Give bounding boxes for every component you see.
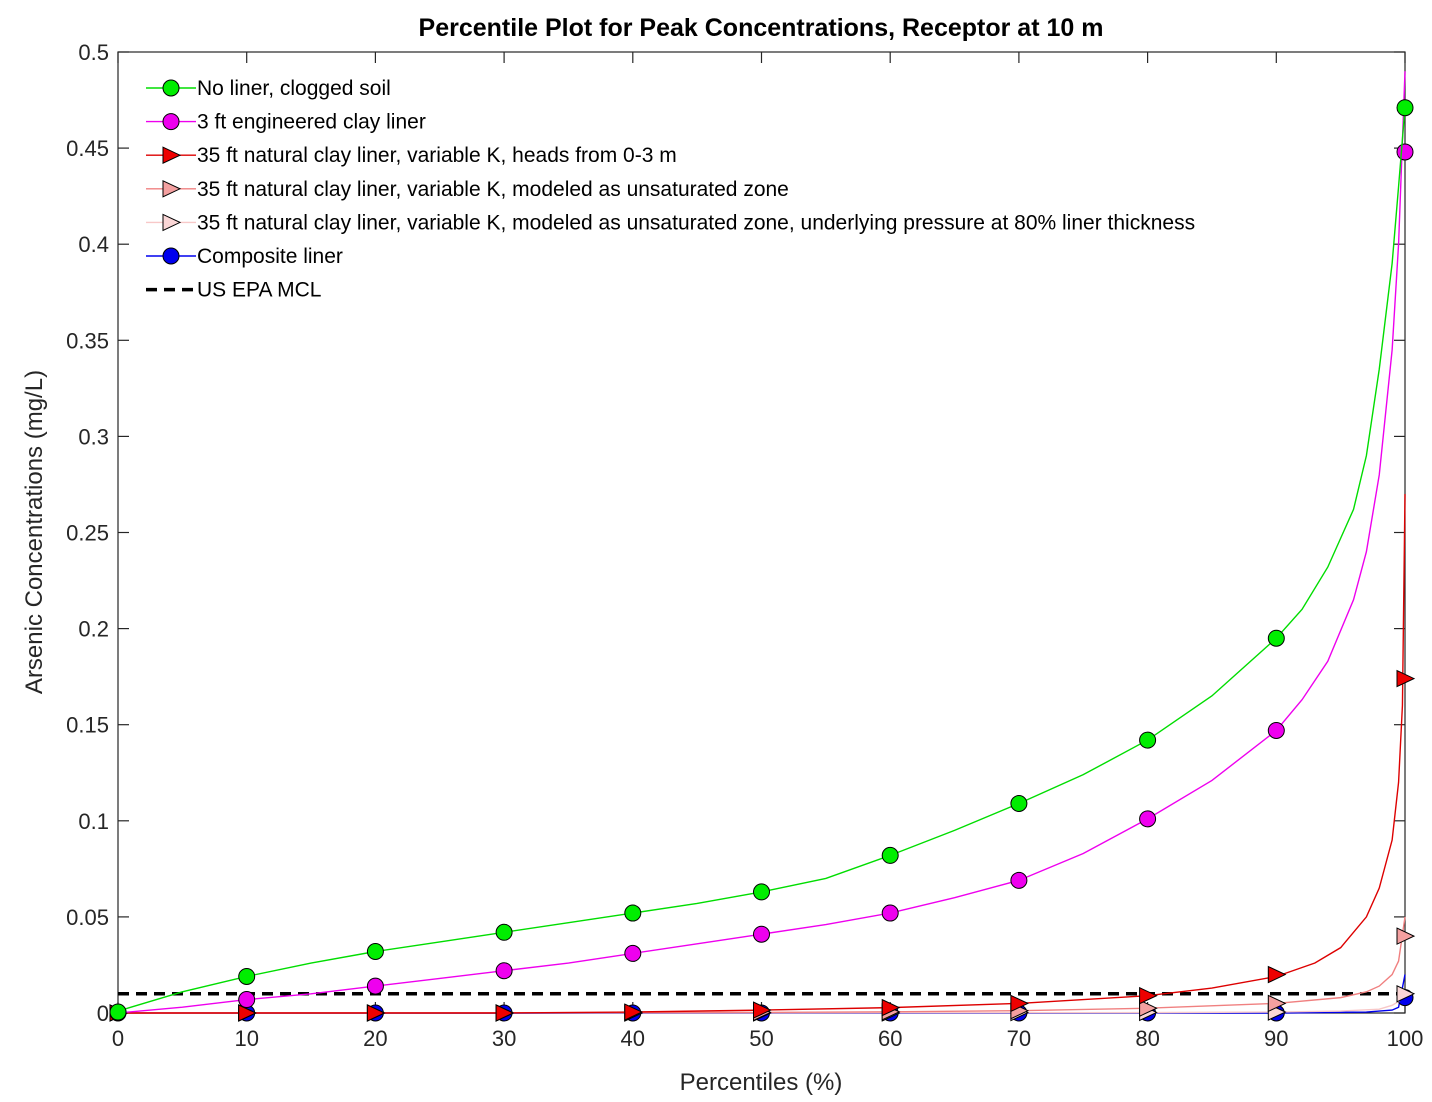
x-axis-label: Percentiles (%) [680, 1069, 843, 1096]
legend-entry: No liner, clogged soil [146, 77, 391, 100]
y-tick-label: 0.35 [66, 328, 109, 353]
data-point [1267, 629, 1285, 647]
data-point [1139, 999, 1158, 1017]
data-point [881, 846, 899, 864]
y-tick-label: 0.25 [66, 521, 109, 546]
data-point [1396, 669, 1416, 688]
y-tick-label: 0.45 [66, 136, 109, 161]
legend-label: 35 ft natural clay liner, variable K, mo… [197, 211, 1195, 234]
data-point [753, 925, 770, 943]
legend-entry: 35 ft natural clay liner, variable K, mo… [146, 211, 1195, 234]
data-point [1010, 871, 1028, 889]
data-point [366, 942, 384, 960]
data-point [495, 923, 513, 941]
data-point [624, 944, 642, 962]
series-layer [109, 71, 1416, 1022]
series-line [117, 989, 1406, 1014]
data-point [881, 904, 899, 922]
legend-swatch-marker [162, 247, 180, 265]
data-point [881, 998, 901, 1017]
y-tick-label: 0.5 [78, 40, 109, 65]
legend-swatch-marker [162, 180, 182, 198]
legend-label: US EPA MCL [197, 279, 321, 302]
series-0 [109, 99, 1414, 1021]
data-point [109, 1003, 127, 1021]
legend-entry: Composite liner [146, 245, 343, 268]
legend-entry: 35 ft natural clay liner, variable K, he… [146, 144, 677, 167]
chart-title: Percentile Plot for Peak Concentrations,… [419, 14, 1104, 42]
data-point [1139, 810, 1157, 828]
x-tick-label: 90 [1264, 1026, 1288, 1051]
legend-entry: 35 ft natural clay liner, variable K, mo… [146, 178, 789, 201]
data-point [1267, 994, 1287, 1013]
legend-swatch-marker [162, 213, 182, 232]
data-point [1010, 795, 1028, 813]
y-tick-label: 0.4 [78, 232, 109, 257]
data-point [1396, 927, 1416, 945]
data-point [238, 967, 256, 985]
data-point [1396, 143, 1414, 161]
legend-label: 35 ft natural clay liner, variable K, mo… [197, 178, 789, 201]
x-tick-label: 100 [1387, 1026, 1424, 1051]
legend-swatch-marker [162, 79, 180, 97]
legend-entry: 3 ft engineered clay liner [146, 111, 426, 134]
data-point [238, 991, 256, 1009]
data-point [1010, 994, 1030, 1013]
data-point [753, 1001, 772, 1019]
data-point [1139, 731, 1157, 749]
series-line [117, 916, 1406, 1014]
data-point [753, 883, 770, 901]
data-point [366, 977, 384, 995]
series-line [117, 71, 1406, 1014]
y-tick-label: 0.2 [78, 617, 109, 642]
data-point [238, 1004, 257, 1022]
x-tick-label: 0 [112, 1026, 124, 1051]
data-point [1396, 99, 1414, 117]
x-tick-label: 50 [749, 1026, 773, 1051]
data-point [495, 962, 513, 980]
legend-label: 3 ft engineered clay liner [197, 111, 426, 134]
legend-label: No liner, clogged soil [197, 77, 391, 100]
data-point [624, 1003, 643, 1021]
y-axis-label: Arsenic Concentrations (mg/L) [21, 370, 48, 694]
y-tick-label: 0.3 [78, 424, 109, 449]
data-point [1396, 984, 1416, 1003]
x-tick-label: 60 [878, 1026, 902, 1051]
legend-label: Composite liner [197, 245, 343, 268]
data-point [1267, 965, 1287, 984]
legend-swatch-marker [162, 146, 182, 164]
data-point [1267, 721, 1285, 739]
series-line [117, 107, 1406, 1012]
x-tick-label: 70 [1007, 1026, 1031, 1051]
legend-entry: US EPA MCL [146, 279, 321, 302]
plot-area [117, 51, 1406, 1014]
y-tick-label: 0.05 [66, 905, 109, 930]
data-point [1139, 986, 1158, 1005]
data-point [495, 1004, 515, 1022]
data-point [624, 904, 642, 922]
y-tick-label: 0 [97, 1001, 109, 1026]
x-tick-label: 10 [234, 1026, 258, 1051]
legend-swatch-marker [162, 113, 180, 131]
x-tick-label: 30 [492, 1026, 516, 1051]
y-tick-label: 0.15 [66, 713, 109, 738]
axis-ticks: 0 10 20 30 40 50 60 70 80 90 100 0 0.05 0.1 0.15 0.2 0.2… [66, 40, 1423, 1051]
x-tick-label: 20 [363, 1026, 387, 1051]
legend: No liner, clogged soil 3 ft engineered cl… [146, 77, 1195, 302]
legend-label: 35 ft natural clay liner, variable K, he… [197, 144, 677, 167]
x-tick-label: 40 [621, 1026, 645, 1051]
x-tick-label: 80 [1135, 1026, 1159, 1051]
data-point [366, 1004, 386, 1022]
y-tick-label: 0.1 [78, 809, 109, 834]
